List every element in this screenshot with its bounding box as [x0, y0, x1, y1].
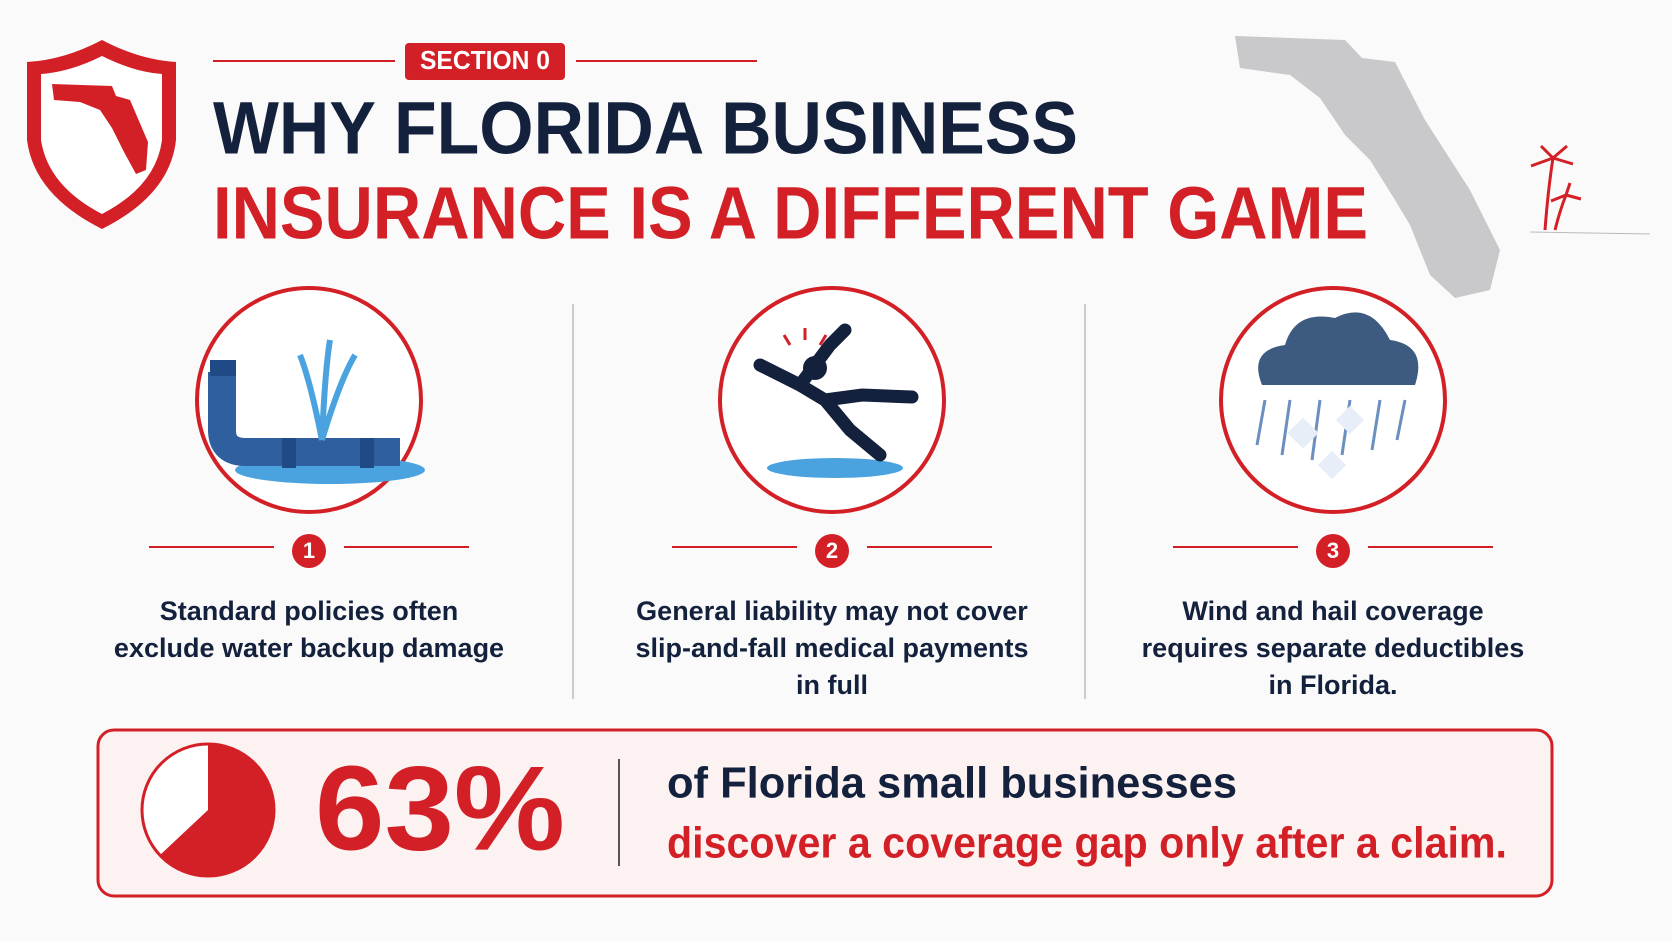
section-badge	[405, 43, 565, 80]
section-label: SECTION 0	[420, 45, 550, 75]
storm-icon	[1219, 286, 1447, 514]
pie-wedge	[159, 744, 275, 876]
title-line: INSURANCE IS A DIFFERENT GAME	[213, 172, 1368, 255]
item-text: General liability may not cover	[636, 596, 1028, 626]
title-line: WHY FLORIDA BUSINESS	[213, 87, 1078, 170]
stat-text: of Florida small businesses	[667, 759, 1237, 808]
item-number: 3	[1327, 538, 1339, 563]
item-text: Standard policies often	[160, 596, 459, 626]
pipe-icon	[195, 286, 425, 514]
palm-trees	[1529, 144, 1651, 235]
stat-text: discover a coverage gap only after a cla…	[667, 819, 1507, 868]
stat-value: 63%	[315, 742, 565, 876]
item-number: 2	[826, 538, 838, 563]
florida-map	[1235, 36, 1500, 298]
item-text: in full	[796, 670, 868, 700]
item-text: Wind and hail coverage	[1182, 596, 1483, 626]
stat-box	[96, 728, 1554, 898]
item-text: slip-and-fall medical payments	[635, 633, 1028, 663]
item-text: requires separate deductibles	[1142, 633, 1525, 663]
slip-icon	[718, 286, 946, 514]
item-text: exclude water backup damage	[114, 633, 504, 663]
number-badge	[815, 534, 849, 568]
item-text: in Florida.	[1268, 670, 1397, 700]
shield-logo	[27, 40, 176, 229]
number-badge	[292, 534, 326, 568]
item-number: 1	[303, 538, 315, 563]
number-badge	[1316, 534, 1350, 568]
